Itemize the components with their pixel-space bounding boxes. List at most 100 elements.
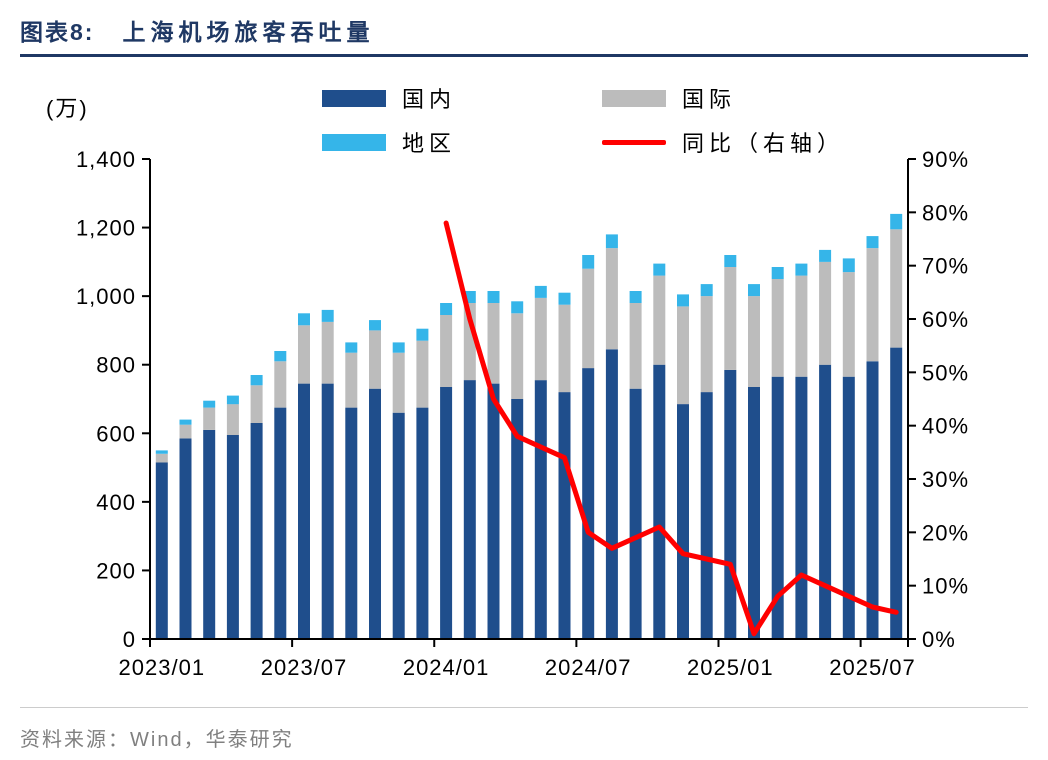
bar-segment-region (866, 236, 879, 249)
bar-segment-region (179, 419, 192, 425)
footer: 资料来源：Wind，华泰研究 (20, 707, 1028, 752)
bar-segment-region (298, 313, 310, 326)
x-axis-tick-label: 2023/07 (261, 655, 348, 680)
chart-header: 图表8: 上海机场旅客吞吐量 (0, 0, 1048, 57)
legend-label-international: 国际 (682, 87, 737, 112)
bar-segment-region (629, 291, 642, 303)
chart-number-label: 图表8: (20, 19, 95, 45)
bar-segment-domestic (819, 364, 832, 639)
left-axis-tick-label: 600 (96, 421, 136, 446)
bar-segment-region (226, 395, 239, 405)
bar-segment-domestic (677, 404, 689, 639)
bar-segment-international (748, 296, 760, 387)
unit-label: (万) (46, 96, 89, 121)
bar-segment-international (321, 321, 334, 384)
bar-segment-region (700, 284, 713, 297)
bar-segment-region (653, 263, 666, 276)
x-axis-tick-label: 2024/07 (545, 655, 632, 680)
bar-segment-region (771, 267, 784, 279)
bar-segment-domestic (250, 423, 263, 639)
bar-segment-international (795, 275, 808, 377)
bar-segment-domestic (605, 349, 618, 639)
legend-label-yoy: 同比（右轴） (682, 131, 845, 156)
bar-segment-domestic (700, 392, 713, 639)
bar-segment-region (558, 292, 571, 305)
chart-area: (万) 国内 国际 地区 同比（右轴） 0 200 400 600 800 1,000 1,… (0, 57, 1048, 707)
bar-segment-domestic (416, 407, 429, 639)
bar-segment-domestic (558, 392, 571, 639)
bar-segment-region (250, 375, 263, 386)
bar-segment-international (890, 229, 903, 348)
bar-segment-domestic (534, 380, 547, 639)
right-axis-tick-label: 30% (922, 467, 969, 492)
bar-segment-region (511, 301, 524, 314)
x-axis-tick-label: 2025/01 (687, 655, 774, 680)
bar-segment-region (819, 249, 832, 262)
bar-segment-domestic (487, 383, 500, 639)
bar-segment-region (724, 255, 737, 267)
bar-segment-international (724, 267, 737, 370)
legend-label-region: 地区 (402, 131, 457, 156)
bar-segment-international (771, 279, 784, 377)
bar-segment-region (795, 263, 808, 276)
bar-segment-domestic (629, 388, 642, 639)
bar-segment-international (534, 297, 547, 381)
legend-item-international: 国际 (602, 85, 912, 112)
bar-segment-region (392, 342, 405, 353)
bar-segment-region (155, 450, 168, 454)
left-axis-tick-label: 200 (96, 558, 136, 583)
bar-segment-international (819, 261, 832, 365)
bar-segment-international (298, 325, 310, 384)
bar-segment-region (345, 342, 358, 353)
bar-segment-domestic (582, 368, 595, 639)
bar-segment-international (369, 330, 381, 389)
right-axis-tick-label: 20% (922, 520, 969, 545)
title-underline (20, 54, 1028, 57)
bar-segment-international (155, 453, 168, 463)
bar-segment-domestic (795, 376, 808, 639)
bar-segment-international (274, 361, 287, 408)
bar-segment-international (179, 424, 192, 439)
bar-segment-domestic (203, 429, 216, 639)
title-row: 图表8: 上海机场旅客吞吐量 (20, 13, 1028, 47)
right-axis-tick-label: 90% (922, 147, 969, 172)
bar-segment-domestic (771, 376, 784, 639)
bar-segment-region (416, 328, 429, 341)
yoy-line (443, 220, 899, 637)
bar-segment-international (511, 313, 524, 399)
bar-segment-international (487, 303, 500, 384)
bar-segment-region (534, 285, 547, 298)
x-axis-tick-label: 2025/07 (829, 655, 916, 680)
bar-segment-region (487, 291, 500, 303)
legend-item-yoy: 同比（右轴） (602, 129, 912, 156)
bar-segment-international (605, 248, 618, 350)
legend: 国内 国际 地区 同比（右轴） (322, 85, 912, 156)
bar-segment-international (866, 248, 879, 362)
bar-segment-region (842, 258, 855, 273)
right-axis-tick-label: 40% (922, 414, 969, 439)
bar-segment-domestic (274, 407, 287, 639)
bar-segment-domestic (345, 407, 358, 639)
bar-segment-domestic (440, 387, 453, 639)
bar-segment-region (203, 400, 216, 408)
bar-segment-region (677, 294, 689, 307)
left-axis-tick-label: 400 (96, 490, 136, 515)
legend-swatch-international (602, 89, 666, 107)
bar-segment-international (582, 268, 595, 369)
left-axis-tick-label: 800 (96, 353, 136, 378)
bar-segment-domestic (179, 438, 192, 639)
bar-segment-international (629, 303, 642, 389)
bar-segment-international (345, 352, 358, 408)
bar-segment-domestic (392, 412, 405, 639)
right-axis-tick-label: 70% (922, 254, 969, 279)
bar-segment-region (369, 320, 381, 331)
bar-segment-domestic (226, 435, 239, 639)
bar-segment-region (274, 351, 287, 362)
bar-segment-domestic (321, 383, 334, 639)
legend-item-region: 地区 (322, 129, 602, 156)
bar-segment-region (440, 303, 453, 315)
bar-segment-region (582, 255, 595, 269)
left-axis-tick-label: 1,200 (76, 216, 136, 241)
bar-segment-domestic (369, 388, 381, 639)
